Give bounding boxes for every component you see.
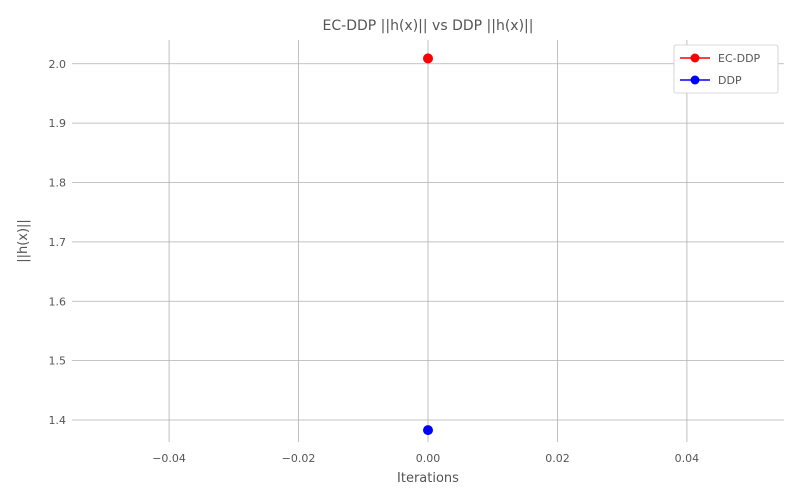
legend-marker-ec-ddp [690,53,700,63]
chart-title: EC-DDP ||h(x)|| vs DDP ||h(x)|| [323,18,534,34]
y-tick-label: 1.7 [49,236,67,249]
y-tick-label: 1.9 [49,117,67,130]
legend-label-ec-ddp: EC-DDP [718,52,761,65]
legend-marker-ddp [690,75,700,85]
x-tick-label: −0.02 [282,452,316,465]
y-tick-label: 1.5 [49,355,67,368]
x-tick-label: 0.02 [545,452,570,465]
x-tick-labels: −0.04 −0.02 0.00 0.02 0.04 [152,452,699,465]
data-point-ddp [423,425,433,436]
y-tick-label: 2.0 [49,58,67,71]
legend-label-ddp: DDP [718,74,742,87]
x-axis-label: Iterations [397,471,459,486]
y-tick-labels: 1.4 1.5 1.6 1.7 1.8 1.9 2.0 [49,58,67,427]
x-tick-label: 0.00 [416,452,441,465]
data-points [423,53,433,436]
data-point-ec-ddp [423,53,433,64]
x-tick-label: −0.04 [152,452,186,465]
y-tick-label: 1.6 [49,295,67,308]
legend-box [673,44,779,94]
legend-entry-ddp: DDP [680,74,742,87]
grid [72,40,784,442]
x-tick-label: 0.04 [675,452,700,465]
legend-entry-ec-ddp: EC-DDP [680,52,761,65]
y-axis-label: ||h(x)|| [16,219,31,263]
y-tick-label: 1.4 [49,414,67,427]
legend: EC-DDP DDP [673,44,779,94]
y-tick-label: 1.8 [49,177,67,190]
